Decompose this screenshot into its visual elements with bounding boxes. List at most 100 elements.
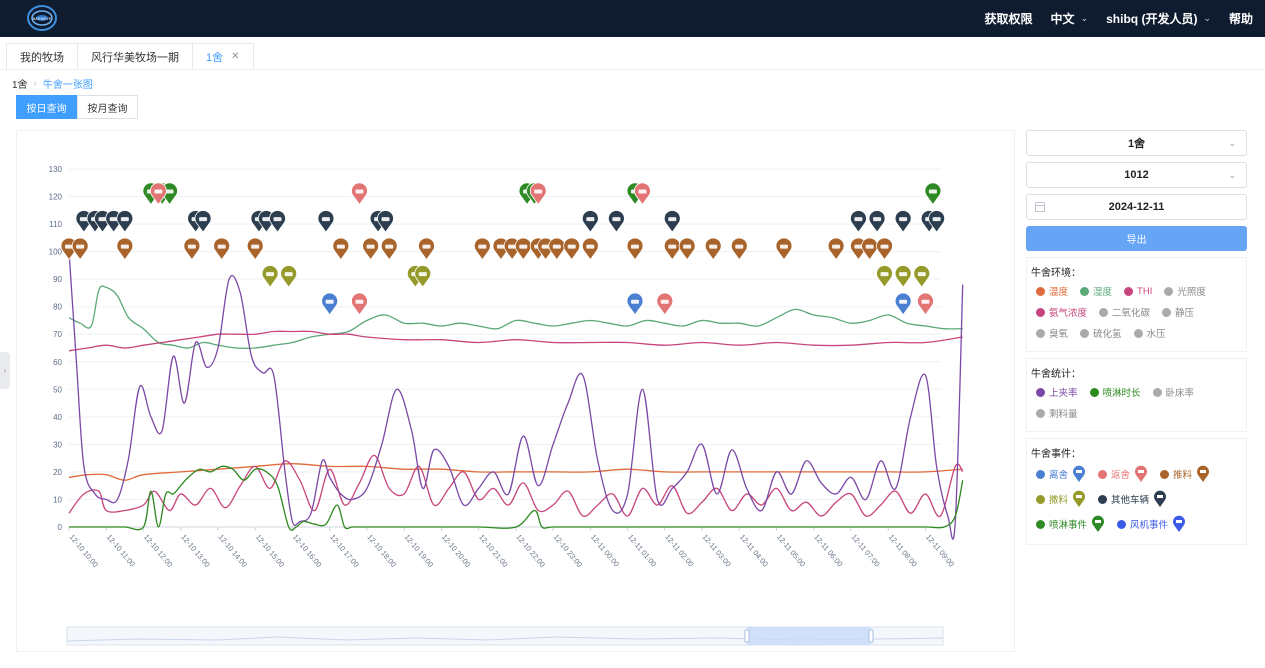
event-pin[interactable] [913,265,931,288]
event-pin[interactable] [246,237,264,261]
legend-item[interactable]: 光照度 [1164,284,1206,298]
line-chart[interactable]: 0 10 20 30 40 50 60 70 80 90 100 110 120 130 12-10 10… [17,131,1014,651]
date-picker[interactable]: 2024-12-11 [1026,194,1247,220]
event-pin[interactable] [917,292,934,316]
user-menu[interactable]: shibq (开发人员) ⌄ [1106,10,1211,27]
legend-item[interactable]: THI [1124,284,1152,298]
event-pin[interactable] [414,265,432,288]
event-pin[interactable] [149,182,167,206]
legend-item[interactable]: 卧床率 [1152,385,1194,399]
event-pin[interactable] [876,237,893,261]
event-pin[interactable] [183,237,201,261]
legend-item[interactable]: 离舍 [1036,465,1086,483]
event-pin[interactable] [332,237,350,261]
legend-item[interactable]: 硫化氢 [1080,326,1122,340]
legend-item[interactable]: 剩料量 [1036,406,1078,420]
legend-item[interactable]: 氨气浓度 [1036,305,1087,319]
event-pin[interactable] [71,237,89,261]
event-pin[interactable] [280,265,298,288]
event-pin[interactable] [116,210,134,233]
legend-item[interactable]: 臭氧 [1036,326,1068,340]
event-pin[interactable] [362,237,380,261]
event-pin[interactable] [317,210,335,233]
legend-item[interactable]: 上夹率 [1036,385,1078,399]
event-pin[interactable] [663,237,681,261]
breadcrumb-root[interactable]: 1舍 [12,80,28,91]
event-pin[interactable] [868,210,886,233]
event-pin[interactable] [581,210,599,233]
legend-item[interactable]: 温度 [1036,284,1068,298]
event-pin[interactable] [678,237,696,261]
zoom-window[interactable] [747,627,871,645]
event-pin[interactable] [894,210,912,233]
event-pin[interactable] [850,210,867,233]
event-pin[interactable] [529,182,547,206]
event-pin[interactable] [351,182,368,206]
legend-item[interactable]: 返舍 [1098,465,1148,483]
get-permission-link[interactable]: 获取权限 [984,12,1033,26]
event-pin[interactable] [377,210,394,233]
event-pin[interactable] [116,237,134,261]
event-pin[interactable] [730,237,748,261]
event-pin[interactable] [876,265,893,288]
event-pin[interactable] [261,265,279,288]
event-pin[interactable] [894,292,912,316]
barneye-logo[interactable]: BARNEYE [26,4,58,33]
event-pin[interactable] [634,182,651,206]
legend-item[interactable]: 风机事件 [1117,515,1186,533]
legend-item[interactable]: 喷淋事件 [1036,515,1105,533]
event-pin[interactable] [608,210,625,233]
series-line-1[interactable] [68,330,963,352]
event-pin[interactable] [514,237,532,261]
series-line-4[interactable] [68,251,964,540]
event-pin[interactable] [548,237,566,261]
event-pin[interactable] [380,237,398,261]
zoom-handle-right[interactable] [868,629,874,643]
legend-item[interactable]: 其他车辆 [1098,490,1167,508]
language-select[interactable]: 中文 ⌄ [1051,10,1089,27]
help-link[interactable]: 帮助 [1228,12,1253,26]
legend-item[interactable]: 静压 [1162,305,1194,319]
zoom-handle-left[interactable] [744,629,750,643]
event-pin[interactable] [775,237,793,261]
event-pin[interactable] [626,237,644,261]
event-pin[interactable] [194,210,212,233]
event-pin[interactable] [656,292,674,316]
series-line-3[interactable] [68,454,964,518]
event-pin[interactable] [924,182,942,206]
event-pin[interactable] [563,237,581,261]
event-pin[interactable] [827,237,845,261]
tab-farm-phase-one[interactable]: 风行华美牧场一期 [77,43,192,70]
event-pin[interactable] [704,237,722,261]
legend-item[interactable]: 推料 [1160,465,1210,483]
pen-select[interactable]: 1012 ⌄ [1026,162,1247,188]
series-line-5[interactable] [68,465,964,531]
legend-item[interactable]: 二氧化碳 [1099,305,1150,319]
event-pin[interactable] [213,237,231,261]
collapse-sidebar-handle[interactable]: › [0,352,10,389]
event-pin[interactable] [351,292,368,316]
data-zoom-slider[interactable] [66,626,944,646]
event-pin[interactable] [626,292,644,316]
event-pin[interactable] [861,237,879,261]
query-by-month-button[interactable]: 按月查询 [77,95,138,119]
event-pin[interactable] [928,210,946,233]
legend-item[interactable]: 水压 [1133,326,1166,340]
event-pin[interactable] [581,237,599,261]
event-pin[interactable] [418,237,435,261]
event-pin[interactable] [663,210,681,233]
tab-my-farm[interactable]: 我的牧场 [6,43,77,70]
series-line-0[interactable] [68,285,963,350]
legend-item[interactable]: 湿度 [1080,284,1112,298]
event-pin[interactable] [321,292,339,316]
close-icon[interactable]: ✕ [231,51,240,62]
export-button[interactable]: 导出 [1026,226,1247,251]
tab-barn-1[interactable]: 1舍 ✕ [192,43,254,70]
barn-select[interactable]: 1舍 ⌄ [1026,130,1247,156]
event-pin[interactable] [894,265,912,288]
event-pin[interactable] [269,210,286,233]
legend-item[interactable]: 撒料 [1036,490,1086,508]
legend-item[interactable]: 喷淋时长 [1089,385,1141,399]
query-by-day-button[interactable]: 按日查询 [16,95,77,119]
event-pin[interactable] [473,237,491,261]
